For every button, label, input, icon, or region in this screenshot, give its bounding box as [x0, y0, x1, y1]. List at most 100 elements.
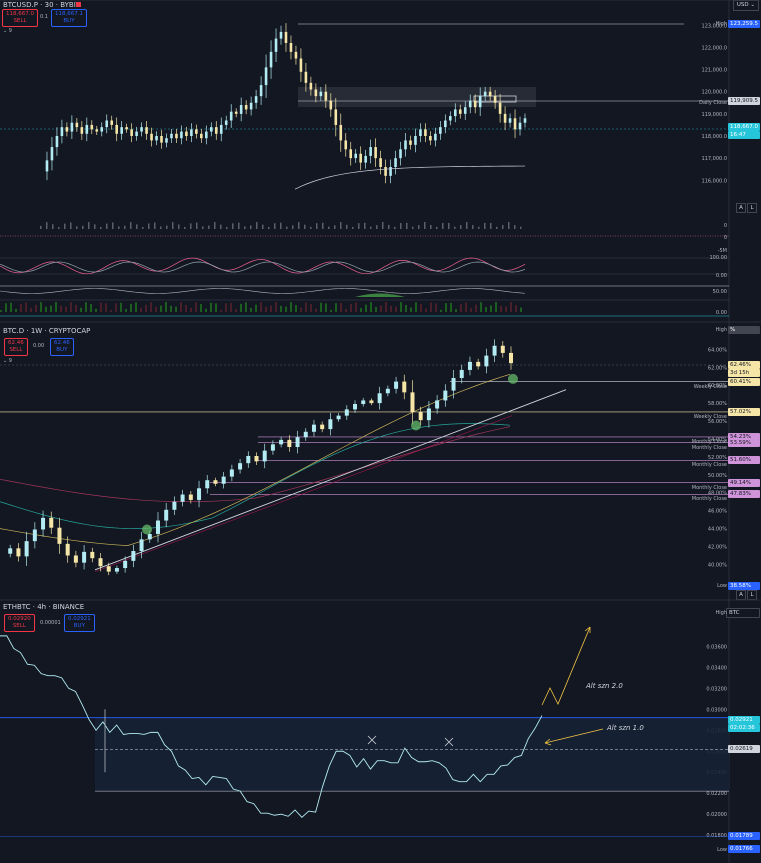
btcd-candle: [279, 439, 284, 445]
osc-tick-label: 0: [724, 223, 727, 229]
btcusd-candle: [508, 118, 512, 123]
y-tick-label: 60.00%: [708, 383, 727, 389]
volume-bar: [370, 226, 372, 229]
volume-bar: [460, 225, 462, 229]
histogram-bar: [460, 303, 462, 312]
btcusd-candle: [135, 131, 138, 136]
volume-bar: [118, 226, 120, 229]
histogram-bar: [15, 308, 17, 312]
y-tick-label: 62.00%: [708, 365, 727, 371]
btcusd-candle: [434, 133, 437, 141]
ethbtc-price-line: [0, 635, 543, 818]
btcusd-candle: [294, 51, 298, 59]
volume-bar: [454, 226, 456, 229]
buy-button[interactable]: 118,667.1 BUY: [51, 9, 87, 27]
histogram-bar: [150, 302, 152, 312]
spread-value: 0.1: [40, 14, 48, 20]
y-tick-label: 56.00%: [708, 419, 727, 425]
indicator-toggle[interactable]: ⌄ 9: [3, 358, 12, 364]
volume-bar: [190, 223, 192, 229]
btcd-candle: [385, 388, 390, 394]
volume-bar: [406, 222, 408, 229]
volume-bar: [220, 224, 222, 229]
histogram-bar: [315, 308, 317, 312]
btcusd-candle: [493, 96, 497, 103]
buy-price: 0.02921: [68, 616, 91, 622]
btcd-candle: [114, 568, 119, 572]
volume-bar: [52, 224, 54, 229]
osc-tick-label: 50.00: [713, 289, 727, 295]
rejection-x-marker: [444, 737, 454, 747]
histogram-bar: [350, 303, 352, 312]
btcd-candle: [82, 551, 87, 563]
btcusd-candle: [155, 136, 158, 141]
buy-button[interactable]: 62.46 BUY: [50, 338, 74, 356]
btcusd-candle: [165, 138, 168, 143]
volume-bar: [142, 226, 144, 229]
midrange-price-tag: 0.02619: [728, 745, 760, 754]
sell-button[interactable]: 0.02920 SELL: [4, 614, 35, 632]
histogram-bar: [515, 305, 517, 312]
btcusd-candle: [444, 120, 447, 128]
sell-button[interactable]: 62.46 SELL: [4, 338, 28, 356]
touch-point-marker: [142, 524, 152, 535]
currency-select-value: USD: [736, 2, 749, 8]
alert-icon[interactable]: [76, 2, 81, 7]
histogram-bar: [355, 302, 357, 312]
histogram-bar: [400, 302, 402, 312]
level-price-tag: 57.02%: [728, 407, 760, 416]
btcusd-candle: [314, 89, 318, 97]
btcusd-candle: [185, 131, 188, 136]
moving-average-slow: [0, 426, 511, 503]
rejection-x-marker: [367, 735, 377, 745]
y-tick-label: 118,000.0: [702, 134, 727, 140]
volume-bar: [472, 225, 474, 229]
y-tick-label: 0.03600: [706, 644, 727, 650]
sell-button[interactable]: 118,667.0 SELL: [2, 9, 38, 27]
buy-price: 62.46: [54, 340, 70, 346]
btcd-candle: [180, 494, 185, 502]
btcusd-candle: [513, 118, 517, 130]
volume-bar: [298, 222, 300, 229]
histogram-bar: [320, 302, 322, 312]
level-label: Monthly Close: [691, 462, 727, 469]
histogram-bar: [285, 306, 287, 312]
high-label: High: [715, 21, 728, 27]
auto-scale-button[interactable]: A: [736, 203, 746, 213]
osc-tick-label: 0.00: [716, 310, 727, 316]
volume-bar: [88, 222, 90, 229]
buy-button[interactable]: 0.02921 BUY: [64, 614, 95, 632]
btcusd-candle: [175, 133, 178, 139]
moving-average-line: [294, 165, 526, 190]
btcd-candle: [32, 529, 37, 542]
btcusd-candle: [244, 105, 248, 110]
log-scale-button[interactable]: L: [747, 203, 757, 213]
moving-average-fast: [0, 373, 511, 546]
histogram-bar: [370, 302, 372, 312]
histogram-bar: [245, 302, 247, 312]
histogram-bar: [410, 307, 412, 312]
btcd-candle: [147, 533, 152, 540]
osc2-line: [0, 288, 526, 294]
btcusd-candle: [523, 118, 527, 123]
volume-bar: [196, 222, 198, 229]
high-price-tag: BTC: [726, 608, 760, 618]
btcusd-candle: [404, 140, 407, 150]
volume-bar: [520, 226, 522, 229]
btcusd-candle: [369, 147, 372, 156]
btcusd-candle: [45, 160, 49, 172]
btcd-candle: [238, 463, 243, 470]
volume-bar: [400, 223, 402, 229]
histogram-bar: [20, 303, 22, 312]
volume-bar: [106, 223, 108, 229]
osc-tick-label: -5M: [718, 248, 727, 254]
histogram-bar: [210, 302, 212, 312]
volume-bar: [490, 222, 492, 229]
stoch-d-line: [0, 261, 526, 273]
low-price-tag: 38.58%: [728, 582, 760, 590]
histogram-bar: [265, 306, 267, 312]
indicator-toggle[interactable]: ⌄ 9: [3, 28, 12, 34]
osc-tick-label: 0: [724, 235, 727, 241]
histogram-bar: [380, 305, 382, 312]
